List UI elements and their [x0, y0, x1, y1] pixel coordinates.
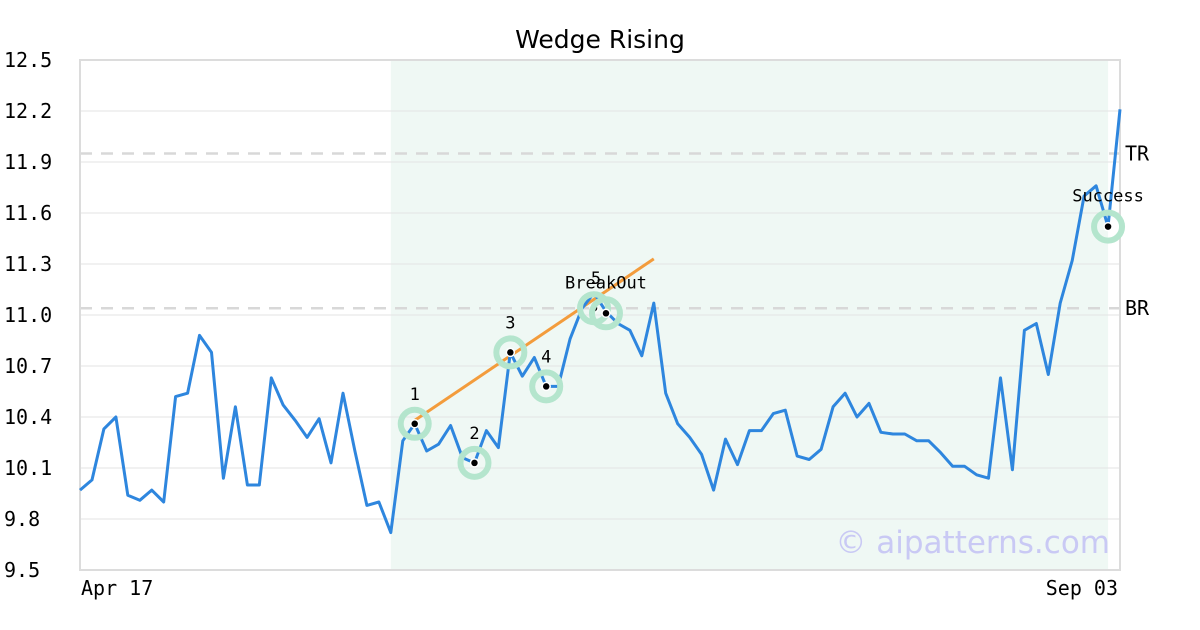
x-tick-label: Apr 17: [81, 576, 153, 600]
y-tick-label: 12.2: [4, 99, 52, 123]
level-label-br: BR: [1125, 296, 1150, 320]
x-tick-label: Sep 03: [1046, 576, 1118, 600]
y-tick-label: 11.9: [4, 150, 52, 174]
point-marker-2: [469, 458, 480, 468]
point-marker-3: [505, 347, 516, 358]
point-halo-breakout: [588, 296, 623, 331]
y-tick-label: 9.8: [4, 507, 40, 531]
point-label-5: 5: [591, 269, 601, 289]
y-tick-label: 10.1: [4, 456, 52, 480]
point-label-4: 4: [541, 347, 551, 367]
point-label-breakout: BreakOut: [565, 273, 647, 293]
point-halo-2: [457, 445, 492, 480]
y-tick-label: 9.5: [4, 558, 40, 582]
point-label-2: 2: [469, 424, 479, 444]
point-label-success: Success: [1072, 187, 1144, 207]
point-marker-success: [1103, 221, 1113, 232]
point-label-3: 3: [505, 313, 515, 333]
point-label-1: 1: [410, 385, 420, 405]
y-tick-label: 10.4: [4, 405, 52, 429]
plot-frame: [79, 59, 1121, 571]
point-marker-4: [541, 381, 551, 392]
point-halo-4: [529, 369, 564, 404]
chart-title: Wedge Rising: [515, 25, 685, 54]
y-tick-label: 11.6: [4, 201, 52, 225]
point-marker-1: [409, 419, 420, 429]
point-halo-success: [1091, 209, 1126, 244]
point-marker-breakout: [601, 308, 611, 319]
watermark: © aipatterns.com: [835, 525, 1110, 561]
y-tick-label: 11.3: [4, 252, 52, 276]
point-halo-3: [493, 335, 528, 370]
y-tick-label: 12.5: [4, 48, 52, 72]
level-label-tr: TR: [1125, 142, 1150, 166]
y-tick-label: 10.7: [4, 354, 52, 378]
point-halo-1: [397, 406, 432, 441]
wedge-trend-line: [413, 257, 655, 422]
y-tick-label: 11.0: [4, 303, 52, 327]
